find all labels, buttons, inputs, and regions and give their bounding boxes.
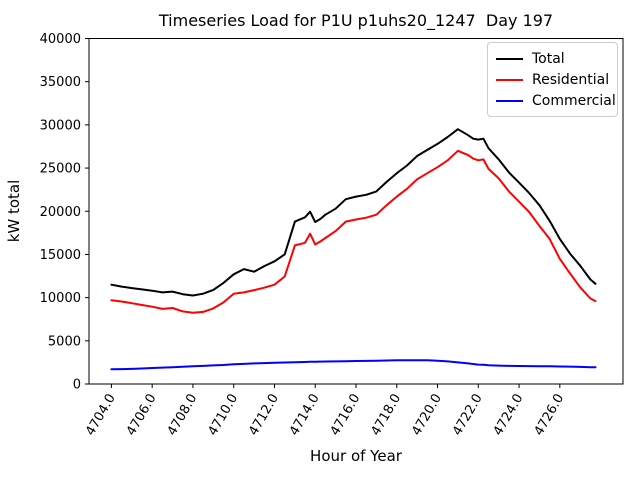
y-axis-label: kW total xyxy=(5,179,23,243)
y-tick-label: 20000 xyxy=(40,205,81,220)
y-tick-label: 10000 xyxy=(40,291,81,306)
x-axis-label: Hour of Year xyxy=(310,447,402,465)
y-tick-label: 30000 xyxy=(40,118,81,133)
legend-item-total: Total xyxy=(496,48,609,69)
y-tick-label: 25000 xyxy=(40,162,81,177)
x-tick-label: 4708.0 xyxy=(165,392,201,439)
x-tick-label: 4704.0 xyxy=(83,392,119,439)
legend-label-total: Total xyxy=(532,50,565,67)
x-tick-label: 4726.0 xyxy=(532,392,568,439)
x-tick-label: 4712.0 xyxy=(246,392,282,439)
series-line-total xyxy=(110,128,597,297)
y-tick-label: 0 xyxy=(73,378,81,393)
legend-line-commercial xyxy=(496,99,523,102)
y-tick-label: 35000 xyxy=(40,75,81,90)
x-tick-label: 4720.0 xyxy=(409,392,445,439)
legend-item-residential: Residential xyxy=(496,69,609,90)
series-line-residential xyxy=(110,149,597,314)
legend-label-residential: Residential xyxy=(532,71,610,88)
legend-item-commercial: Commercial xyxy=(496,90,616,111)
y-tick-label: 40000 xyxy=(40,32,81,47)
x-tick-label: 4714.0 xyxy=(287,392,323,439)
series-line-commercial xyxy=(110,359,597,371)
legend-line-residential xyxy=(496,78,523,81)
legend-label-commercial: Commercial xyxy=(532,92,616,109)
x-tick-label: 4706.0 xyxy=(124,392,160,439)
x-tick-label: 4710.0 xyxy=(205,392,241,439)
y-tick-label: 5000 xyxy=(48,334,81,349)
y-tick-label: 15000 xyxy=(40,248,81,263)
chart-title: Timeseries Load for P1U p1uhs20_1247 Day… xyxy=(158,11,554,30)
x-tick-label: 4722.0 xyxy=(450,391,486,438)
x-tick-label: 4716.0 xyxy=(328,392,364,439)
x-tick-label: 4724.0 xyxy=(491,392,527,439)
legend-line-total xyxy=(496,57,523,60)
x-tick-label: 4718.0 xyxy=(368,392,404,439)
legend: Total Residential Commercial xyxy=(487,42,618,117)
